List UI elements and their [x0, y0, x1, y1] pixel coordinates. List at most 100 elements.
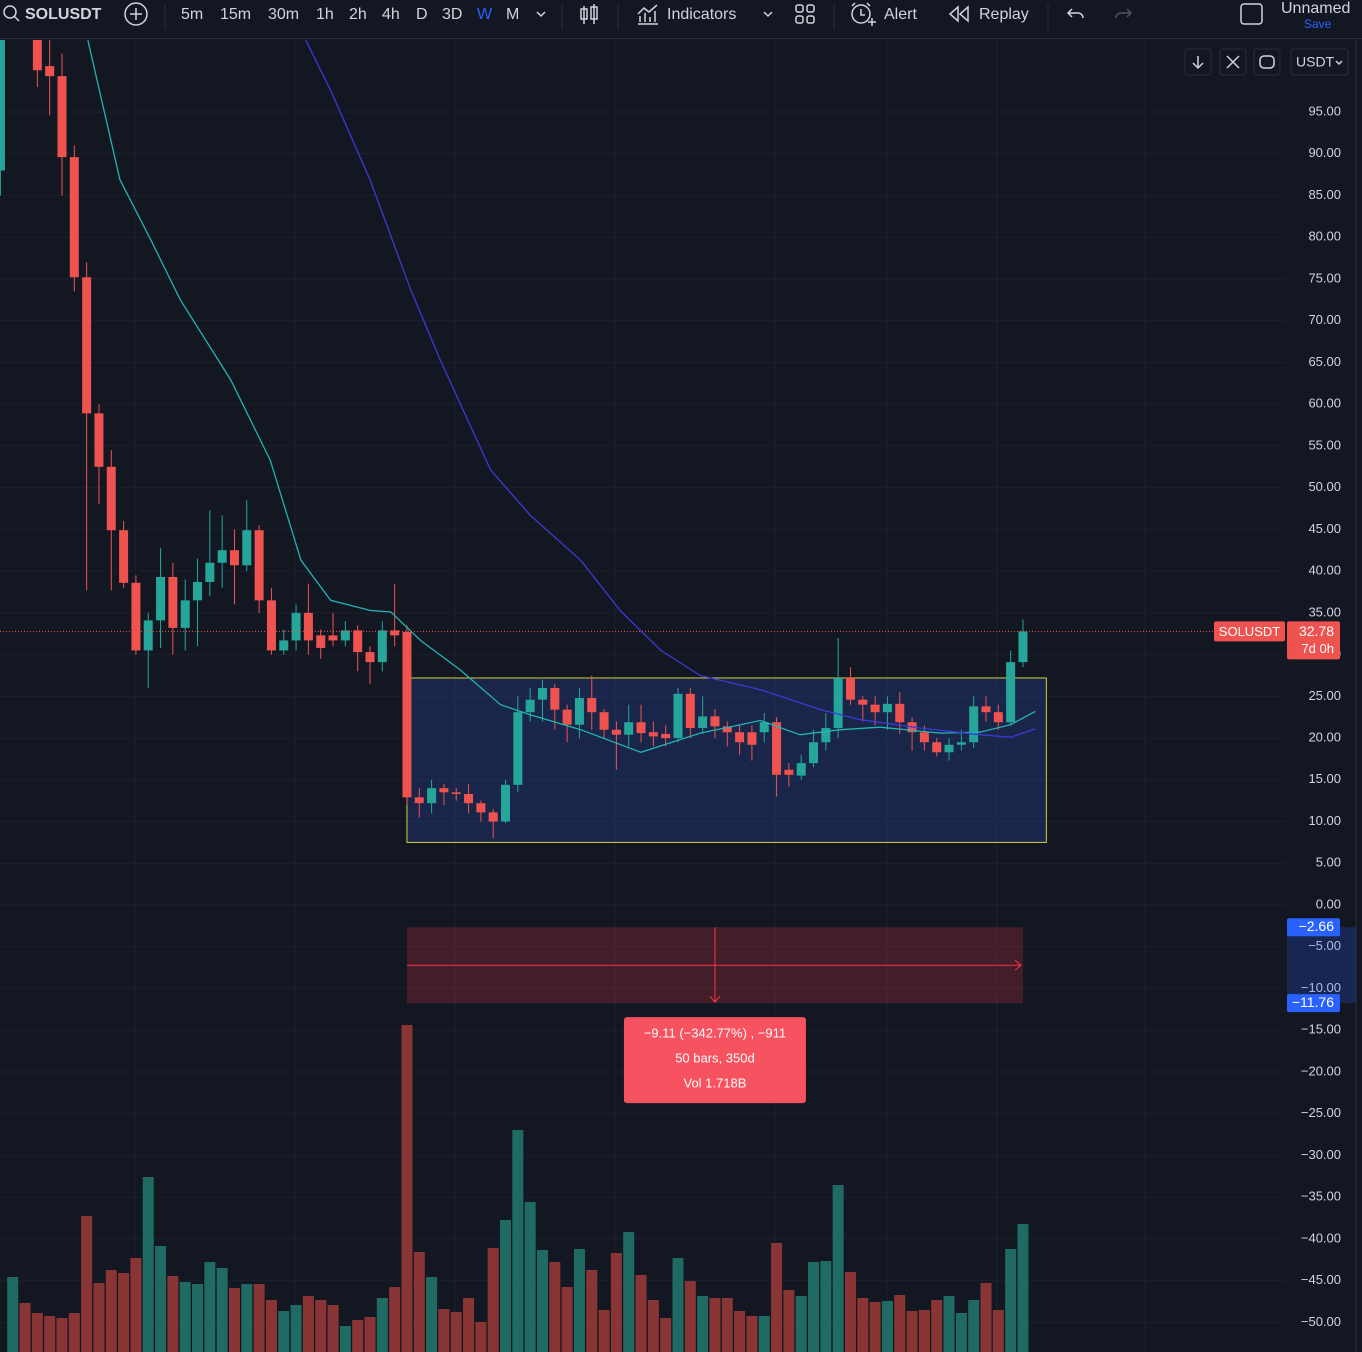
redo-button[interactable] — [1115, 8, 1133, 19]
candle-body — [402, 632, 412, 798]
candle-body — [69, 157, 79, 278]
measure-axis-label-bg — [1287, 994, 1340, 1013]
interval-button[interactable]: 4h — [382, 6, 400, 23]
volume-bar — [265, 1300, 277, 1352]
volume-bar — [610, 1253, 622, 1352]
candle-body — [525, 699, 535, 713]
measure-axis-label: −2.66 — [1299, 918, 1335, 934]
candle-body — [119, 530, 129, 583]
candle-body — [193, 581, 203, 601]
expand-icon — [1226, 55, 1240, 69]
candle-body — [784, 769, 794, 775]
measure-text: −9.11 (−342.77%) , −911 — [644, 1026, 786, 1041]
currency-button[interactable] — [1290, 48, 1349, 76]
volume-bar — [290, 1305, 302, 1352]
volume-bar — [771, 1243, 783, 1352]
interval-button[interactable]: 3D — [442, 6, 462, 23]
volume-bar — [487, 1248, 499, 1352]
candle-body — [451, 792, 461, 794]
alert-button[interactable]: Alert — [851, 2, 917, 26]
symbol: SOLUSDT — [25, 6, 102, 23]
volume-bar — [783, 1290, 795, 1352]
replay-button[interactable]: Replay — [948, 5, 1029, 23]
volume-bar — [130, 1258, 142, 1352]
interval-button[interactable]: 2h — [349, 6, 367, 23]
volume-bar — [820, 1261, 832, 1352]
candle-body — [242, 530, 252, 566]
volume-bar — [93, 1283, 105, 1352]
search-icon — [13, 15, 20, 22]
volume-bar — [660, 1318, 672, 1352]
y-tick-label: 70.00 — [1308, 312, 1341, 327]
volume-bar — [118, 1273, 130, 1352]
candle-body — [722, 726, 732, 733]
volume-bar — [561, 1287, 573, 1352]
y-tick-label: −30.00 — [1301, 1147, 1341, 1162]
y-tick-label: 20.00 — [1308, 730, 1341, 745]
indicators-icon — [637, 4, 658, 25]
undo-button[interactable] — [1066, 8, 1084, 19]
volume-bar — [709, 1298, 721, 1352]
reset-button[interactable] — [1253, 48, 1281, 76]
y-tick-label: 15.00 — [1308, 771, 1341, 786]
currency-dropdown — [1335, 60, 1343, 66]
bar-countdown: 7d 0h — [1301, 641, 1334, 656]
replay-label: Replay — [979, 6, 1029, 23]
interval-button[interactable]: M — [506, 6, 519, 23]
volume-bar — [808, 1262, 820, 1352]
candle-body — [993, 712, 1003, 723]
candle-body — [661, 733, 671, 739]
y-tick-label: 80.00 — [1308, 229, 1341, 244]
volume-bar — [389, 1287, 401, 1352]
candle-body — [439, 788, 449, 793]
interval-button[interactable]: 1h — [316, 6, 334, 23]
indicators-button[interactable]: Indicators — [637, 4, 736, 25]
candle-body — [143, 620, 153, 651]
y-tick-label: −35.00 — [1301, 1189, 1341, 1204]
y-tick-label: −20.00 — [1301, 1063, 1341, 1078]
alert-label: Alert — [884, 6, 917, 23]
replay-icon — [948, 5, 969, 23]
interval-button[interactable]: 15m — [220, 6, 251, 23]
indicators-dropdown[interactable] — [763, 11, 773, 18]
candle-body — [895, 703, 905, 723]
save-label: Save — [1304, 17, 1332, 31]
layout-name-button[interactable]: Unnamed Save — [1281, 0, 1350, 31]
candle-body — [0, 40, 5, 171]
volume-bar — [179, 1282, 191, 1352]
candle-body — [636, 722, 646, 734]
chart-type-button[interactable] — [580, 4, 598, 24]
y-tick-label: 5.00 — [1316, 855, 1341, 870]
volume-bar — [364, 1317, 376, 1352]
volume-bar — [56, 1318, 68, 1352]
volume-bar — [869, 1302, 881, 1352]
interval-button[interactable]: 5m — [181, 6, 203, 23]
volume-bar — [81, 1216, 93, 1352]
candle-body — [254, 530, 264, 601]
interval-button[interactable]: D — [416, 6, 428, 23]
volume-bar — [167, 1276, 179, 1352]
volume-bar — [376, 1298, 388, 1352]
candle-body — [427, 788, 437, 804]
volume-bar — [315, 1300, 327, 1352]
symbol-search[interactable]: SOLUSDT — [3, 5, 102, 23]
compare-button[interactable] — [124, 2, 148, 26]
volume-bar — [352, 1320, 364, 1352]
candle-body — [611, 729, 621, 735]
layouts-button[interactable] — [795, 4, 815, 24]
y-tick-label: −15.00 — [1301, 1022, 1341, 1037]
interval-dropdown[interactable] — [536, 11, 546, 18]
interval-button[interactable]: 30m — [268, 6, 299, 23]
volume-bar — [758, 1316, 770, 1352]
candle-body — [587, 698, 597, 713]
layout-checkbox[interactable] — [1240, 3, 1263, 25]
interval-button[interactable]: W — [477, 6, 493, 23]
scale-buttons: USDT — [1184, 48, 1349, 76]
candle-body — [377, 630, 387, 663]
candle-body — [710, 716, 720, 727]
candle-body — [168, 576, 178, 628]
volume-bar — [216, 1268, 228, 1352]
candle-body — [513, 712, 523, 785]
volume-bar — [697, 1296, 709, 1352]
